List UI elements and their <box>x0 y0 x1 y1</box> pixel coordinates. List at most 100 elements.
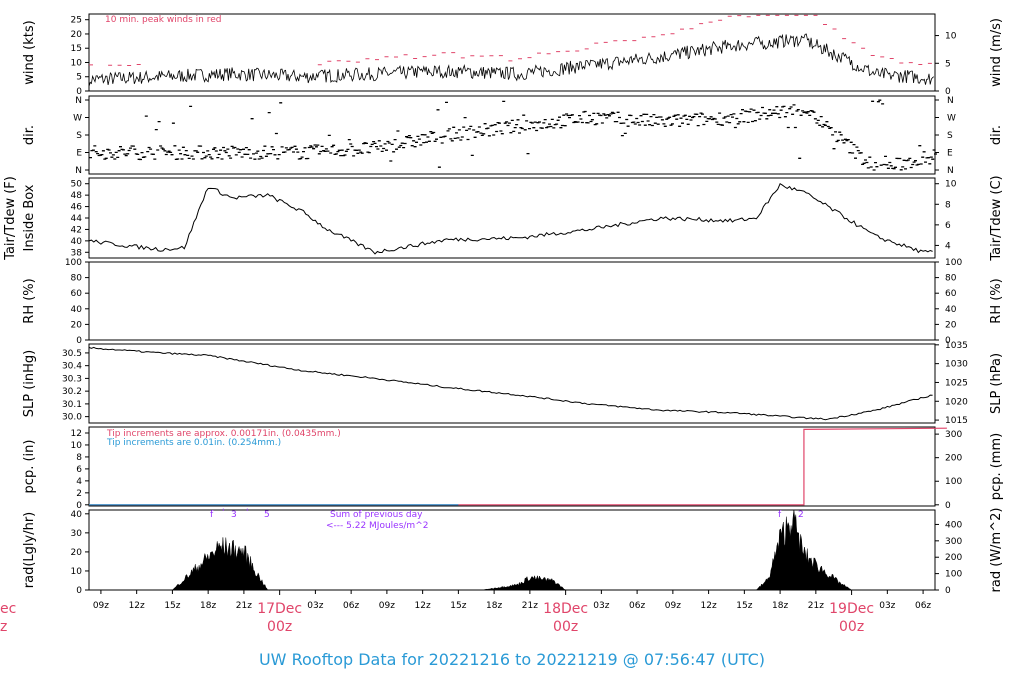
pcp-ytick-label: 2 <box>76 489 82 499</box>
x-tick-label: 03z <box>593 601 609 611</box>
dir-points <box>89 99 937 171</box>
rad-ylabel-right: rad (W/m^2) <box>989 508 1004 593</box>
temp-ytick-label-right: 8 <box>945 200 951 210</box>
dir-tick-label: S <box>947 131 953 141</box>
rh-ytick-label-right: 60 <box>945 289 957 299</box>
wind-ylabel: wind (kts) <box>22 20 37 84</box>
dir-tick-label: E <box>76 149 82 159</box>
day-label-sub: 00z <box>267 619 292 635</box>
slp-ytick-label: 30.2 <box>62 387 82 397</box>
x-tick-label: 12z <box>701 601 717 611</box>
x-tick-label: 15z <box>164 601 180 611</box>
wind-line <box>88 33 935 87</box>
dir-panel-frame <box>88 95 936 175</box>
tip-note-2: Tip increments are 0.01in. (0.254mm.) <box>106 438 281 448</box>
slp-panel-frame <box>88 343 936 424</box>
rad-sum-title: Sum of previous day <box>330 510 423 520</box>
pcp-ytick-label-right: 0 <box>945 501 951 511</box>
pcp-ytick-label-right: 100 <box>945 477 962 487</box>
rad-ytick-label: 20 <box>71 548 83 558</box>
dir-tick-label: N <box>75 166 82 176</box>
day-label-sub: 00z <box>553 619 578 635</box>
wind-panel-frame <box>88 13 936 92</box>
rh-ylabel: RH (%) <box>22 278 37 323</box>
x-tick-label: 03z <box>879 601 895 611</box>
temp-ytick-label-right: 10 <box>945 180 957 190</box>
footer-title: UW Rooftop Data for 20221216 to 20221219… <box>259 650 765 669</box>
x-tick-label: 09z <box>93 601 109 611</box>
pcp-panel-frame <box>88 426 936 507</box>
tip-note-1: Tip increments are approx. 0.00171in. (0… <box>106 429 341 439</box>
pcp-ytick-label: 0 <box>76 501 82 511</box>
rad-marker: 5 <box>264 510 270 520</box>
rh-ytick-label-right: 40 <box>945 305 957 315</box>
slp-ytick-label-right: 1015 <box>945 416 968 426</box>
wind-ytick-label-right: 0 <box>945 87 951 97</box>
pcp-ytick-label: 8 <box>76 453 82 463</box>
rad-ytick-label-right: 400 <box>945 520 962 530</box>
temp-ytick-label: 42 <box>71 225 82 235</box>
rad-marker: ' <box>246 508 248 518</box>
x-tick-label: 21z <box>522 601 538 611</box>
rad-ytick-label-right: 300 <box>945 537 962 547</box>
temp-ytick-label: 38 <box>71 248 83 258</box>
slp-ytick-label-right: 1025 <box>945 378 968 388</box>
slp-ylabel: SLP (inHg) <box>22 350 37 418</box>
temp-ylabel: Inside Box <box>22 184 37 251</box>
time-axis: 09z 12z 15z 18z 21z 03z 06z 09z 12z 15z 18z 21z 03z 0… <box>93 590 931 635</box>
rad-area <box>171 509 853 591</box>
edge-day-fragment-sub: z <box>0 619 7 635</box>
slp-ytick-label-right: 1020 <box>945 397 968 407</box>
slp-ytick-label: 30.4 <box>62 362 82 372</box>
x-tick-label: 18z <box>200 601 216 611</box>
rad-ylabel: rad(Lgly/hr) <box>22 512 37 588</box>
slp-ytick-label-right: 1035 <box>945 341 968 351</box>
wind-peak-marks <box>89 14 932 66</box>
slp-ytick-label: 30.0 <box>62 413 82 423</box>
day-label: 19Dec <box>829 601 874 617</box>
x-tick-label: 15z <box>736 601 752 611</box>
x-tick-label: 06z <box>343 601 359 611</box>
dir-ylabel-right: dir. <box>989 125 1004 145</box>
x-tick-label: 18z <box>772 601 788 611</box>
dir-tick-label: N <box>75 96 82 106</box>
x-tick-label: 18z <box>486 601 502 611</box>
day-label: 17Dec <box>257 601 302 617</box>
temp-ytick-label: 40 <box>71 237 83 247</box>
temp-ytick-label-right: 4 <box>945 241 951 251</box>
temp-ytick-label: 48 <box>71 191 83 201</box>
temp-line <box>88 182 933 255</box>
rh-ytick-label: 60 <box>71 289 83 299</box>
day-label-sub: 00z <box>839 619 864 635</box>
pcp-ylabel: pcp. (in) <box>22 440 37 494</box>
wind-ytick-label-right: 10 <box>945 32 957 42</box>
rh-ytick-label: 0 <box>76 336 82 346</box>
x-tick-label: 09z <box>379 601 395 611</box>
x-tick-label: 09z <box>665 601 681 611</box>
wind-peak-note: 10 min. peak winds in red <box>105 15 222 25</box>
pcp-ytick-label-right: 300 <box>945 430 962 440</box>
edge-day-fragment: ec <box>0 601 16 617</box>
wind-ytick-label: 15 <box>71 44 82 54</box>
x-tick-label: 21z <box>236 601 252 611</box>
rad-ytick-label-right: 200 <box>945 553 962 563</box>
rh-ytick-label-right: 0 <box>945 336 951 346</box>
wind-ytick-label: 10 <box>71 58 83 68</box>
slp-line <box>88 346 933 421</box>
pcp-ylabel-right: pcp. (mm) <box>989 433 1004 500</box>
x-tick-label: 12z <box>415 601 431 611</box>
rad-marker: f <box>210 510 214 520</box>
wind-ytick-label: 25 <box>71 16 82 26</box>
temp-ytick-label: 50 <box>71 180 83 190</box>
dir-tick-label: N <box>947 166 954 176</box>
x-tick-label: 12z <box>129 601 145 611</box>
rad-ytick-label: 10 <box>71 567 83 577</box>
x-tick-label: 03z <box>307 601 323 611</box>
pcp-ytick-label: 4 <box>76 477 82 487</box>
pcp-ytick-label: 12 <box>71 429 82 439</box>
dir-tick-label: E <box>947 149 953 159</box>
temp-ytick-label-right: 6 <box>945 221 951 231</box>
dir-tick-label: N <box>947 96 954 106</box>
